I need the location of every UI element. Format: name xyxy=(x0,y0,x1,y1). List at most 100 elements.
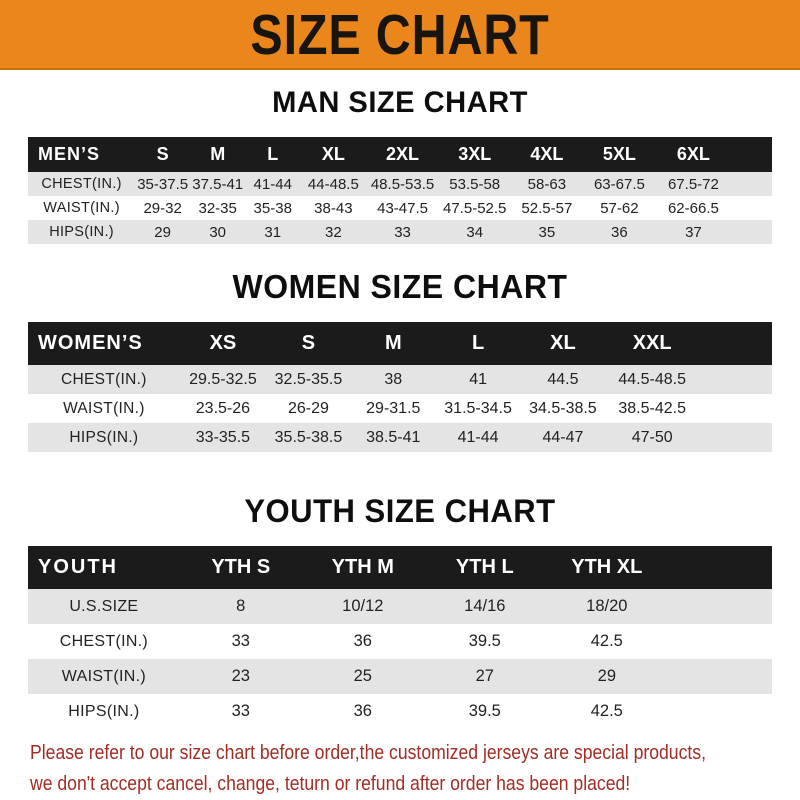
size-value: 33-35.5 xyxy=(179,423,267,452)
men-size-header: S xyxy=(135,137,191,172)
women-section-heading: WOMEN SIZE CHART xyxy=(232,268,568,305)
women-size-header: XS xyxy=(179,322,267,365)
men-size-header: 3XL xyxy=(438,137,511,172)
size-value: 26-29 xyxy=(288,399,329,417)
men-group-label: MEN’S xyxy=(28,137,136,172)
size-value: 44.5-48.5 xyxy=(605,365,700,394)
row-filler xyxy=(668,624,772,659)
row-filler xyxy=(699,365,772,394)
size-value: 36 xyxy=(353,632,372,650)
size-value: 18/20 xyxy=(545,589,668,624)
size-chart-banner: SIZE CHART xyxy=(0,0,800,70)
row-label: WAIST(IN.) xyxy=(28,659,180,694)
men-hips-row: HIPS(IN.) 29 30 31 32 33 34 35 36 37 xyxy=(28,220,772,244)
size-value: 33 xyxy=(231,632,250,650)
men-size-header: 6XL xyxy=(655,137,731,172)
youth-section-heading: YOUTH SIZE CHART xyxy=(244,493,556,529)
row-filler xyxy=(699,423,772,452)
women-header-bar: WOMEN’S XS S M L XL XXL xyxy=(28,322,772,365)
youth-waist-row: WAIST(IN.) 23 25 27 29 xyxy=(28,659,772,694)
size-value: 48.5-53.5 xyxy=(366,172,439,196)
bar-filler xyxy=(667,546,772,589)
size-value: 30 xyxy=(190,220,246,244)
size-value: 42.5 xyxy=(590,702,623,720)
size-value: 34 xyxy=(438,220,511,244)
size-value: 35-38 xyxy=(253,199,292,217)
size-value: 31.5-34.5 xyxy=(444,399,512,417)
youth-group-label: YOUTH xyxy=(28,546,180,589)
size-value: 29 xyxy=(545,659,668,694)
men-size-header: 5XL xyxy=(582,137,656,172)
size-value: 44.5 xyxy=(520,365,606,394)
size-value: 10/12 xyxy=(301,589,424,624)
size-value: 43-47.5 xyxy=(377,199,428,217)
disclaimer-text: Please refer to our size chart before or… xyxy=(30,738,708,800)
row-filler xyxy=(667,589,772,624)
size-value: 39.5 xyxy=(468,702,501,720)
women-chest-row: CHEST(IN.) 29.5-32.5 32.5-35.5 38 41 44.… xyxy=(28,365,772,394)
size-value: 35 xyxy=(510,220,583,244)
size-value: 53.5-58 xyxy=(438,172,511,196)
row-filler xyxy=(730,220,772,244)
banner-title: SIZE CHART xyxy=(250,2,550,67)
size-value: 31 xyxy=(245,220,301,244)
size-value: 23.5-26 xyxy=(195,399,251,417)
row-label: CHEST(IN.) xyxy=(59,632,149,650)
size-value: 38.5-42.5 xyxy=(618,399,686,417)
women-size-header: S xyxy=(266,322,351,365)
row-label: WAIST(IN.) xyxy=(63,399,145,417)
men-header-bar: MEN’S S M L XL 2XL 3XL 4XL 5XL 6XL xyxy=(28,137,772,172)
row-label: CHEST(IN.) xyxy=(28,172,136,196)
row-label: WAIST(IN.) xyxy=(43,200,120,216)
size-value: 47-50 xyxy=(605,423,700,452)
size-value: 33 xyxy=(231,702,250,720)
youth-header-bar: YOUTH YTH S YTH M YTH L YTH XL xyxy=(28,546,772,589)
row-label: CHEST(IN.) xyxy=(28,365,180,394)
size-value: 39.5 xyxy=(468,632,501,650)
row-label: HIPS(IN.) xyxy=(68,702,140,720)
row-filler xyxy=(731,196,772,220)
row-filler xyxy=(730,172,772,196)
row-filler xyxy=(668,694,772,729)
size-value: 34.5-38.5 xyxy=(529,399,597,417)
size-value: 27 xyxy=(423,659,546,694)
men-waist-row: WAIST(IN.) 29-32 32-35 35-38 38-43 43-47… xyxy=(28,196,772,220)
men-size-header: L xyxy=(245,137,301,172)
size-value: 63-67.5 xyxy=(582,172,656,196)
size-value: 32.5-35.5 xyxy=(266,365,351,394)
row-filler xyxy=(699,394,772,423)
youth-ussize-row: U.S.SIZE 8 10/12 14/16 18/20 xyxy=(28,589,772,624)
size-value: 41 xyxy=(435,365,521,394)
size-value: 36 xyxy=(353,702,372,720)
size-value: 14/16 xyxy=(423,589,546,624)
men-size-header: M xyxy=(190,137,246,172)
size-value: 32 xyxy=(300,220,367,244)
disclaimer-line-1: Please refer to our size chart before or… xyxy=(30,742,706,764)
size-value: 29-32 xyxy=(143,199,182,217)
men-size-header: XL xyxy=(300,137,367,172)
youth-chest-row: CHEST(IN.) 33 36 39.5 42.5 xyxy=(28,624,772,659)
size-value: 41-44 xyxy=(245,172,301,196)
size-value: 37 xyxy=(655,220,731,244)
size-value: 29-31.5 xyxy=(366,399,421,417)
women-size-header: XL xyxy=(520,322,606,365)
size-value: 23 xyxy=(179,659,302,694)
size-value: 57-62 xyxy=(600,199,639,217)
size-value: 36 xyxy=(582,220,656,244)
size-value: 29.5-32.5 xyxy=(179,365,267,394)
size-value: 37.5-41 xyxy=(190,172,246,196)
women-size-header: M xyxy=(350,322,436,365)
youth-size-header: YTH XL xyxy=(545,546,668,589)
women-waist-row: WAIST(IN.) 23.5-26 26-29 29-31.5 31.5-34… xyxy=(28,394,772,423)
size-value: 44-47 xyxy=(520,423,606,452)
row-label: HIPS(IN.) xyxy=(28,220,136,244)
women-size-header: L xyxy=(435,322,521,365)
size-value: 62-66.5 xyxy=(667,199,719,217)
youth-hips-row: HIPS(IN.) 33 36 39.5 42.5 xyxy=(28,694,772,729)
size-value: 25 xyxy=(301,659,424,694)
women-size-header: XXL xyxy=(605,322,700,365)
row-label: HIPS(IN.) xyxy=(28,423,180,452)
youth-size-table: YOUTH YTH S YTH M YTH L YTH XL U.S.SIZE … xyxy=(28,546,772,729)
women-size-table: WOMEN’S XS S M L XL XXL CHEST(IN.) 29.5-… xyxy=(28,322,772,452)
size-value: 32-35 xyxy=(198,199,237,217)
